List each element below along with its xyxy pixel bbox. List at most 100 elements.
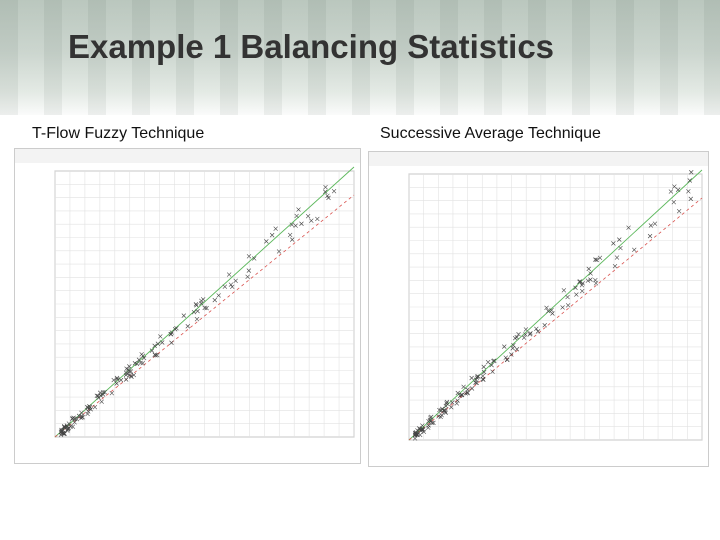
- scatter-cross: [594, 257, 599, 263]
- scatter-cross: [420, 423, 425, 428]
- scatter-cross: [66, 425, 71, 431]
- scatter-cross: [597, 255, 603, 261]
- scatter-cross: [413, 430, 418, 436]
- scatter-cross: [62, 424, 67, 429]
- scatter-cross: [199, 301, 204, 306]
- scatter-cross: [593, 281, 599, 286]
- scatter-cross: [687, 178, 692, 183]
- scatter-cross: [617, 237, 622, 242]
- scatter-cross: [109, 390, 115, 396]
- scatter-cross: [461, 384, 466, 389]
- scatter-cross: [111, 377, 116, 383]
- scatter-cross: [79, 413, 84, 419]
- banner-photo: [0, 0, 720, 115]
- scatter-cross: [331, 189, 337, 194]
- scatter-cross: [152, 343, 157, 349]
- scatter-cross: [450, 400, 455, 405]
- scatter-cross: [246, 254, 252, 259]
- plot-header: [15, 149, 360, 163]
- scatter-cross: [469, 375, 474, 381]
- scatter-cross: [688, 196, 693, 202]
- scatter-cross: [428, 415, 433, 420]
- scatter-cross: [437, 407, 442, 413]
- scatter-cross: [139, 352, 144, 357]
- scatter-cross: [289, 222, 295, 227]
- scatter-cross: [560, 305, 565, 310]
- scatter-cross: [290, 237, 295, 242]
- scatter-cross: [85, 411, 90, 417]
- scatter-cross: [577, 279, 583, 284]
- scatter-cross: [158, 334, 163, 339]
- fit-line: [408, 169, 703, 441]
- scatter-cross: [503, 355, 508, 360]
- scatter-cross: [449, 405, 454, 410]
- scatter-cross: [550, 311, 555, 316]
- scatter-cross: [124, 366, 129, 371]
- scatter-cross: [309, 218, 314, 223]
- scatter-cross: [574, 292, 579, 297]
- scatter-cross: [454, 401, 460, 406]
- scatter-cross: [246, 268, 252, 273]
- scatter-cross: [264, 239, 269, 244]
- scatter-cross: [512, 335, 518, 341]
- scatter-cross: [561, 288, 567, 293]
- scatter-cross: [481, 369, 487, 375]
- scatter-cross: [544, 305, 549, 311]
- scatter-cross: [114, 375, 120, 381]
- scatter-cross: [98, 393, 104, 398]
- scatter-cross: [528, 330, 533, 336]
- scatter-cross: [465, 390, 470, 396]
- scatter-cross: [276, 249, 282, 254]
- scatter-cross: [671, 199, 677, 205]
- scatter-cross: [565, 303, 571, 308]
- scatter-cross: [181, 313, 187, 318]
- banner: [0, 0, 720, 115]
- scatter-cross: [251, 256, 257, 261]
- scatter-cross: [505, 357, 510, 363]
- scatter-cross: [59, 431, 64, 436]
- scatter-cross: [648, 223, 654, 228]
- scatter-cross: [421, 427, 426, 432]
- scatter-cross: [102, 389, 107, 395]
- scatter-cross: [565, 294, 570, 300]
- scatter-cross: [426, 423, 431, 428]
- scatter-cross: [523, 332, 528, 337]
- scatter-cross: [618, 245, 623, 251]
- scatter-cross: [647, 233, 653, 239]
- scatter-cross: [436, 414, 441, 419]
- scatter-cross: [573, 285, 578, 290]
- scatter-cross: [579, 288, 585, 294]
- scatter-cross: [92, 404, 98, 410]
- scatter-cross: [502, 344, 507, 349]
- scatter-cross: [194, 303, 199, 308]
- scatter-cross: [99, 399, 104, 404]
- plot-header: [369, 152, 708, 166]
- scatter-cross: [588, 271, 593, 276]
- scatter-cross: [194, 316, 200, 322]
- slide-title: Example 1 Balancing Statistics: [68, 28, 555, 65]
- scatter-cross: [114, 381, 119, 386]
- scatter-cross: [70, 424, 76, 429]
- scatter-cross: [326, 195, 331, 201]
- scatter-cross: [676, 208, 682, 214]
- scatter-cross: [74, 416, 80, 422]
- scatter-cross: [652, 221, 658, 226]
- scatter-cross: [269, 232, 275, 238]
- scatter-cross: [204, 305, 209, 311]
- scatter-cross: [233, 278, 238, 284]
- scatter-cross: [444, 401, 449, 406]
- scatter-cross: [455, 398, 460, 403]
- scatter-cross: [149, 348, 155, 353]
- scatter-cross: [455, 390, 460, 396]
- scatter-cross: [228, 282, 234, 287]
- scatter-cross: [323, 189, 328, 194]
- scatter-cross: [222, 284, 228, 289]
- plot-image: [368, 151, 709, 467]
- scatter-cross: [431, 420, 436, 426]
- scatter-cross: [492, 358, 497, 363]
- scatter-cross: [542, 323, 547, 328]
- scatter-cross: [88, 407, 94, 412]
- panel-label: Successive Average Technique: [380, 125, 601, 142]
- scatter-cross: [443, 403, 449, 409]
- scatter-cross: [419, 427, 424, 433]
